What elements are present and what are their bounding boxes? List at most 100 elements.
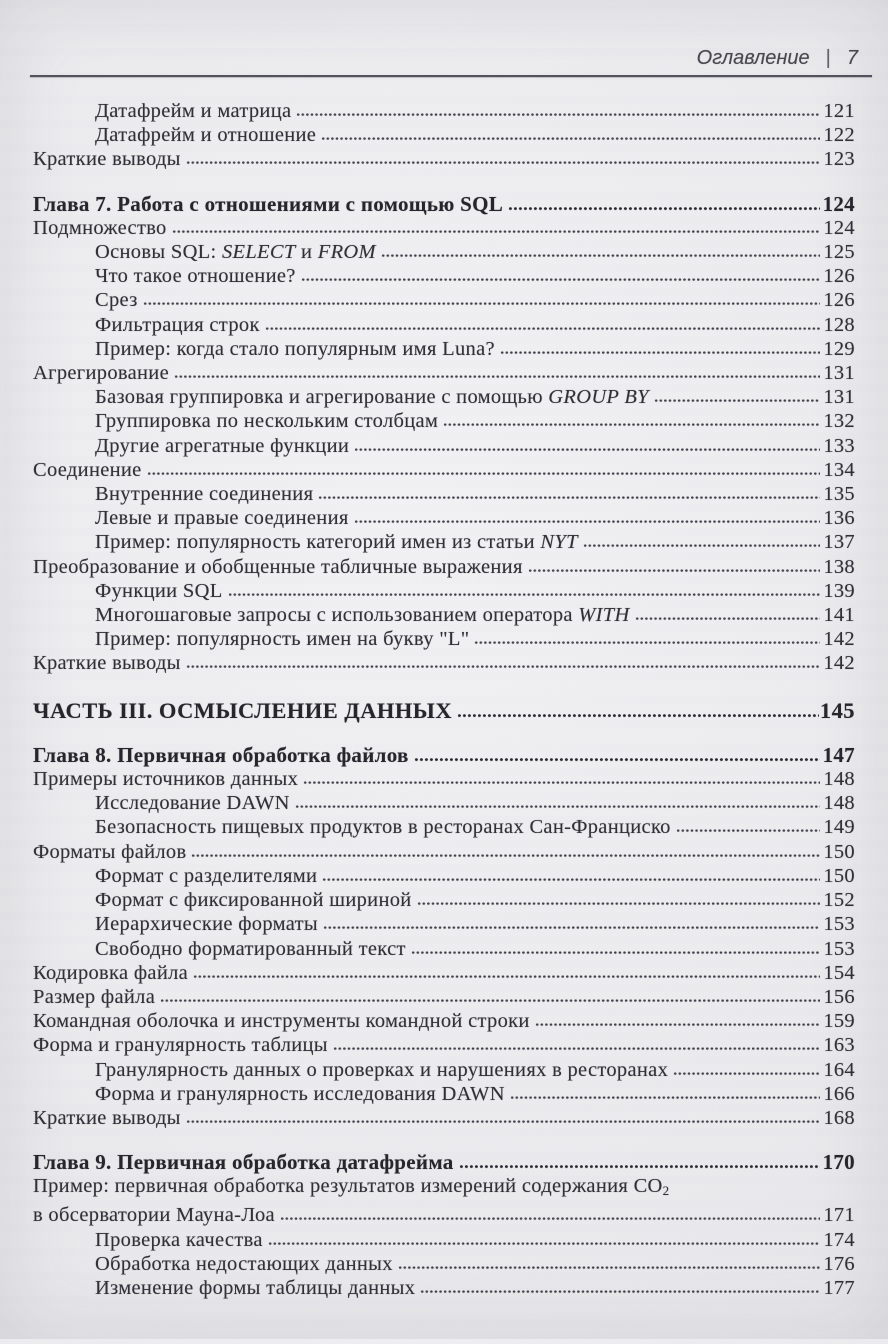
toc-entry-page: 177 bbox=[823, 1277, 855, 1299]
toc-row: Глава 8. Первичная обработка файлов 147 bbox=[33, 743, 855, 767]
toc-leader-dots bbox=[416, 902, 820, 907]
title-segment: Формат с разделителями bbox=[95, 864, 318, 887]
toc-entry-page: 137 bbox=[823, 531, 855, 554]
toc-leader-dots bbox=[457, 713, 819, 718]
toc-row: Гранулярность данных о проверках и наруш… bbox=[33, 1058, 855, 1082]
toc-row: Датафрейм и матрица 121 bbox=[33, 99, 855, 123]
toc-entry-title: Форматы файлов bbox=[33, 840, 186, 864]
toc-leader-dots bbox=[322, 877, 820, 882]
toc-row: Пример: первичная обработка результатов … bbox=[33, 1174, 855, 1203]
toc-row: Пример: когда стало популярным имя Luna?… bbox=[33, 337, 855, 361]
toc-entry-page: 124 bbox=[823, 216, 855, 239]
toc-row: Срез 126 bbox=[33, 288, 855, 312]
title-segment: Глава 8. Первичная обработка файлов bbox=[33, 742, 409, 767]
toc-row: в обсерватории Мауна-Лоа 171 bbox=[33, 1203, 855, 1227]
toc-leader-dots bbox=[300, 278, 820, 283]
toc-entry-page: 126 bbox=[823, 289, 855, 312]
toc-entry-page: 170 bbox=[822, 1150, 855, 1175]
toc-leader-dots bbox=[185, 161, 820, 166]
toc-entry-title: Свободно форматированный текст bbox=[95, 937, 406, 961]
title-segment: Исследование DAWN bbox=[95, 792, 290, 815]
toc-entry-title: Краткие выводы bbox=[33, 651, 181, 675]
toc-row: Соединение 134 bbox=[33, 458, 855, 482]
toc-entry-page: 131 bbox=[823, 362, 855, 385]
toc-row: Функции SQL 139 bbox=[33, 579, 855, 603]
toc-entry-title: Глава 8. Первичная обработка файлов bbox=[33, 743, 409, 767]
toc-entry-title: Краткие выводы bbox=[33, 1106, 181, 1130]
toc-entry-page: 123 bbox=[823, 148, 855, 171]
toc-entry-page: 132 bbox=[823, 410, 855, 433]
toc-entry-page: 148 bbox=[823, 768, 855, 791]
toc-entry-title: Внутренние соединения bbox=[95, 482, 313, 506]
title-segment: Левые и правые соединения bbox=[95, 507, 349, 530]
title-segment: FROM bbox=[317, 241, 376, 264]
toc-row: Пример: популярность имен на букву "L" 14… bbox=[33, 627, 855, 651]
toc-entry-page: 153 bbox=[823, 937, 855, 960]
toc-entry-page: 147 bbox=[822, 742, 855, 767]
toc-entry-title: Формат с разделителями bbox=[95, 864, 317, 888]
header-rule bbox=[30, 75, 872, 77]
toc-leader-dots bbox=[185, 1119, 820, 1124]
toc-entry-title: Пример: популярность имен на букву "L" bbox=[95, 627, 469, 651]
toc-entry-page: 159 bbox=[823, 1010, 855, 1033]
toc-entry-page: 150 bbox=[823, 840, 855, 863]
toc-entry-title: Основы SQL: SELECT и FROM bbox=[95, 240, 376, 264]
toc-entry-title: Группировка по нескольким столбцам bbox=[95, 409, 438, 433]
toc-entry-title: Агрегирование bbox=[33, 361, 169, 385]
toc-entry-page: 148 bbox=[823, 792, 855, 815]
title-segment: Многошаговые запросы с использованием оп… bbox=[95, 604, 579, 627]
toc-leader-dots bbox=[160, 998, 820, 1003]
toc-entry-title: Примеры источников данных bbox=[33, 767, 298, 791]
toc-entry-title: Пример: первичная обработка результатов … bbox=[33, 1174, 669, 1203]
toc-entry-page: 139 bbox=[823, 579, 855, 602]
toc-entry-page: 163 bbox=[823, 1034, 855, 1057]
toc-leader-dots bbox=[264, 326, 820, 331]
title-segment: Проверка качества bbox=[95, 1228, 263, 1251]
toc-entry-title: Датафрейм и отношение bbox=[95, 123, 316, 147]
toc-leader-dots bbox=[294, 805, 820, 810]
toc-entry-page: 131 bbox=[823, 386, 855, 409]
toc-row: Пример: популярность категорий имен из с… bbox=[33, 530, 855, 554]
toc-row: Агрегирование 131 bbox=[33, 361, 855, 385]
toc-entry-page: 142 bbox=[823, 628, 855, 651]
toc-entry-page: 142 bbox=[823, 652, 855, 675]
toc-leader-dots bbox=[322, 926, 820, 931]
title-segment: Функции SQL bbox=[95, 579, 223, 602]
toc-leader-dots bbox=[509, 1095, 820, 1100]
toc-leader-dots bbox=[267, 1241, 820, 1246]
title-segment: Глава 7. Работа с отношениями с помощью … bbox=[33, 191, 504, 216]
toc-entry-page: 141 bbox=[823, 604, 855, 627]
header-title: Оглавление bbox=[696, 47, 810, 69]
toc-entry-title: Исследование DAWN bbox=[95, 791, 290, 815]
toc-entry-title: Датафрейм и матрица bbox=[95, 99, 291, 123]
toc-entry-title: Соединение bbox=[33, 458, 142, 482]
title-segment: ЧАСТЬ III. ОСМЫСЛЕНИЕ ДАННЫХ bbox=[33, 697, 453, 723]
toc-leader-dots bbox=[318, 496, 820, 501]
toc-entry-page: 152 bbox=[823, 889, 855, 912]
toc-leader-dots bbox=[353, 520, 820, 525]
title-segment: Другие агрегатные функции bbox=[95, 434, 350, 457]
toc-row: Форма и гранулярность таблицы 163 bbox=[33, 1033, 855, 1057]
toc-entry-page: 168 bbox=[823, 1106, 855, 1129]
title-segment: Пример: популярность категорий имен из с… bbox=[95, 531, 541, 554]
toc-leader-dots bbox=[458, 1165, 820, 1170]
title-segment: GROUP BY bbox=[548, 386, 649, 409]
toc-entry-page: 145 bbox=[819, 697, 855, 723]
title-segment: Формат с фиксированной шириной bbox=[95, 889, 412, 912]
toc-entry-title: Форма и гранулярность таблицы bbox=[33, 1033, 328, 1057]
toc-leader-dots bbox=[499, 350, 820, 355]
toc-entry-title: Пример: популярность категорий имен из с… bbox=[95, 530, 578, 554]
toc-leader-dots bbox=[227, 592, 820, 597]
toc-leader-dots bbox=[534, 1023, 820, 1028]
toc-entry-page: 138 bbox=[823, 555, 855, 578]
toc-entry-title: ЧАСТЬ III. ОСМЫСЛЕНИЕ ДАННЫХ bbox=[33, 697, 453, 723]
toc-entry-page: 174 bbox=[823, 1228, 855, 1251]
toc-row: Многошаговые запросы с использованием оп… bbox=[33, 603, 855, 627]
toc-entry-title: Подмножество bbox=[33, 216, 167, 240]
subscript-text: 2 bbox=[662, 1183, 670, 1199]
toc-row: Формат с фиксированной шириной 152 bbox=[33, 888, 855, 912]
toc-leader-dots bbox=[420, 1290, 820, 1294]
toc-leader-dots bbox=[279, 1217, 820, 1222]
toc-row: Фильтрация строк 128 bbox=[33, 313, 855, 337]
toc-entry-title: Проверка качества bbox=[95, 1228, 263, 1252]
